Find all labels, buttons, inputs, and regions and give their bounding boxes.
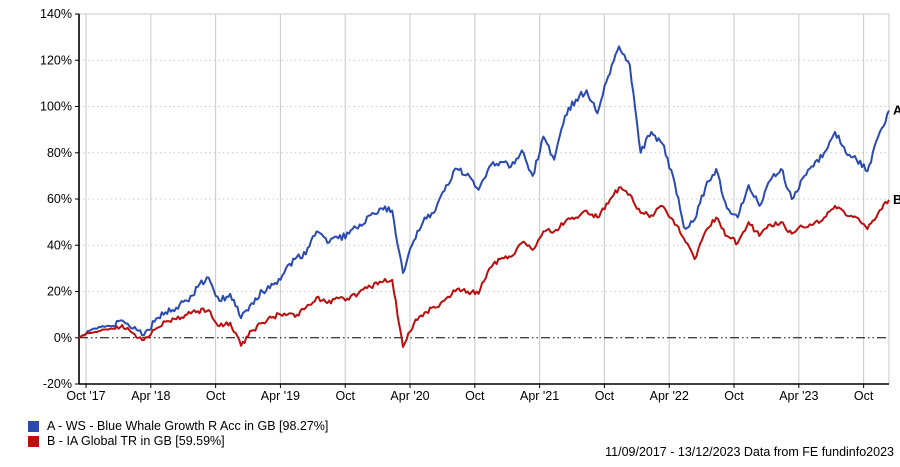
series-b-end-label: B bbox=[893, 192, 900, 207]
svg-text:40%: 40% bbox=[47, 238, 72, 252]
svg-text:Oct: Oct bbox=[206, 389, 226, 403]
svg-text:-20%: -20% bbox=[43, 377, 72, 391]
svg-text:20%: 20% bbox=[47, 285, 72, 299]
series-a-end-label: A bbox=[893, 103, 900, 118]
series-b-swatch bbox=[28, 435, 39, 447]
svg-text:Oct '17: Oct '17 bbox=[66, 389, 105, 403]
svg-text:Oct: Oct bbox=[595, 389, 615, 403]
svg-text:80%: 80% bbox=[47, 146, 72, 160]
svg-text:120%: 120% bbox=[40, 53, 72, 67]
svg-text:Oct: Oct bbox=[854, 389, 874, 403]
svg-text:60%: 60% bbox=[47, 192, 72, 206]
svg-text:Apr '23: Apr '23 bbox=[779, 389, 818, 403]
svg-text:100%: 100% bbox=[40, 100, 72, 114]
svg-text:Oct: Oct bbox=[724, 389, 744, 403]
svg-text:140%: 140% bbox=[40, 7, 72, 21]
svg-text:Apr '19: Apr '19 bbox=[261, 389, 300, 403]
svg-text:Apr '18: Apr '18 bbox=[131, 389, 170, 403]
svg-text:Oct: Oct bbox=[335, 389, 355, 403]
date-range-and-source: 11/09/2017 - 13/12/2023 Data from FE fun… bbox=[605, 445, 894, 459]
series-a-swatch bbox=[28, 420, 39, 432]
svg-text:Apr '20: Apr '20 bbox=[390, 389, 429, 403]
legend-item-series-a: A - WS - Blue Whale Growth R Acc in GB [… bbox=[28, 419, 328, 433]
svg-text:Apr '22: Apr '22 bbox=[650, 389, 689, 403]
legend-item-series-b: B - IA Global TR in GB [59.59%] bbox=[28, 434, 328, 448]
chart-legend: A - WS - Blue Whale Growth R Acc in GB [… bbox=[28, 419, 328, 449]
svg-text:0%: 0% bbox=[54, 331, 72, 345]
svg-text:Apr '21: Apr '21 bbox=[520, 389, 559, 403]
series-a-label: A - WS - Blue Whale Growth R Acc in GB [… bbox=[47, 419, 329, 433]
series-b-label: B - IA Global TR in GB [59.59%] bbox=[47, 434, 225, 448]
svg-text:Oct: Oct bbox=[465, 389, 485, 403]
